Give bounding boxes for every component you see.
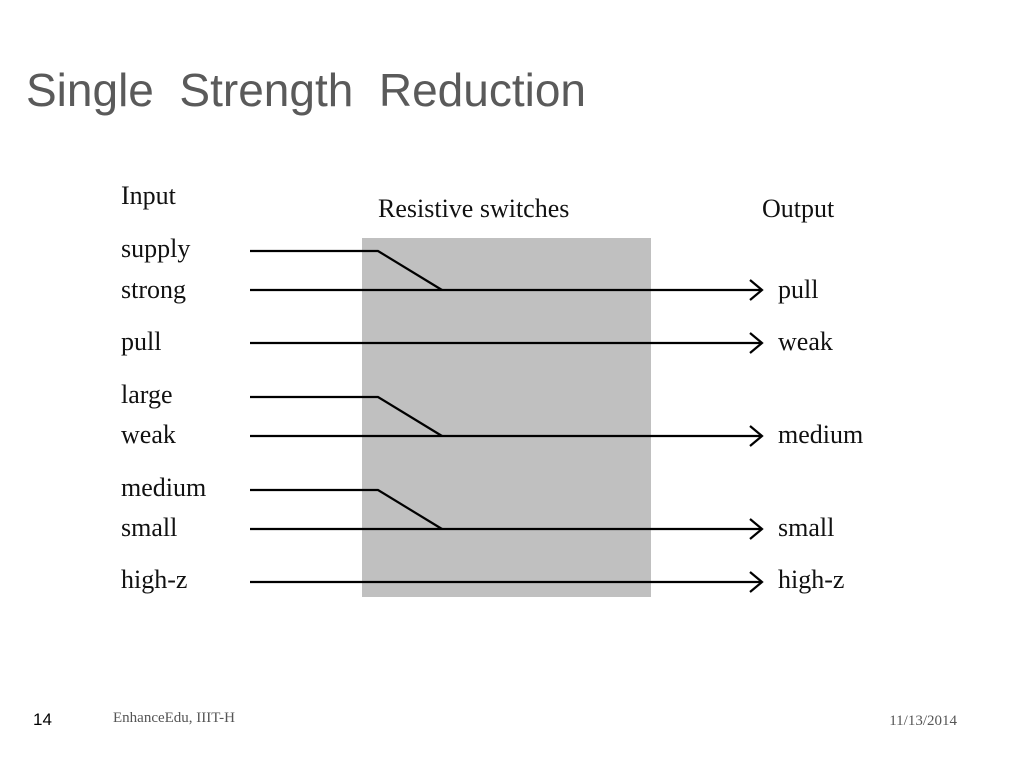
output-label: pull: [778, 275, 818, 304]
slide-title: Single Strength Reduction: [26, 64, 586, 116]
output-header: Output: [762, 194, 835, 223]
input-label: weak: [121, 420, 176, 449]
page-number: 14: [33, 710, 52, 729]
input-label: strong: [121, 275, 186, 304]
input-label: high-z: [121, 565, 187, 594]
input-header: Input: [121, 181, 177, 210]
footer-date: 11/13/2014: [889, 713, 957, 729]
input-label: pull: [121, 327, 161, 356]
output-label: small: [778, 513, 834, 542]
switch-header: Resistive switches: [378, 194, 569, 223]
switch-box: [362, 238, 651, 597]
input-label: medium: [121, 473, 206, 502]
footer-source: EnhanceEdu, IIIT-H: [113, 710, 235, 726]
output-label: medium: [778, 420, 863, 449]
wires: [250, 249, 764, 593]
input-label: supply: [121, 234, 190, 263]
output-label: weak: [778, 327, 833, 356]
input-label: small: [121, 513, 177, 542]
output-label: high-z: [778, 565, 844, 594]
input-label: large: [121, 380, 173, 409]
